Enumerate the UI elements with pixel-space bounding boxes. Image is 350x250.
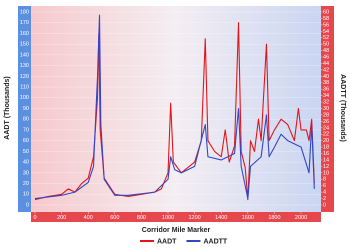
y-tick-label: 30 (23, 170, 29, 176)
y2-tick-label: 14 (323, 157, 329, 163)
y-tick-label: 110 (20, 85, 29, 91)
x-tick-label: 0 (33, 215, 36, 221)
y-tick-label: 150 (20, 42, 29, 48)
x-axis-title: Corridor Mile Marker (142, 227, 211, 234)
y2-tick-label: 0 (323, 202, 326, 208)
y2-tick-label: 36 (323, 87, 329, 93)
plot-area (31, 6, 321, 212)
y-tick-label: 80 (23, 117, 29, 123)
x-tick-label: 2000 (295, 215, 307, 221)
x-tick-label: 800 (137, 215, 146, 221)
y2-tick-label: 56 (323, 22, 329, 28)
legend-label: AADTT (203, 238, 227, 245)
y-tick-label: 120 (20, 74, 29, 80)
y-tick-label: 160 (20, 31, 29, 37)
y-tick-label: 90 (23, 106, 29, 112)
y2-tick-label: 50 (323, 42, 329, 48)
x-tick-label: 200 (57, 215, 66, 221)
y2-tick-label: 40 (323, 74, 329, 80)
x-tick-label: 400 (84, 215, 93, 221)
y2-tick-label: 20 (323, 138, 329, 144)
y2-tick-label: 10 (323, 170, 329, 176)
legend-label: AADT (157, 238, 177, 245)
y-tick-label: 0 (26, 202, 29, 208)
y2-tick-label: 24 (323, 125, 329, 131)
y-tick-label: 130 (20, 63, 29, 69)
y2-tick-label: 60 (323, 9, 329, 15)
y2-tick-label: 48 (323, 48, 329, 54)
y2-tick-label: 34 (323, 93, 329, 99)
x-tick-label: 600 (110, 215, 119, 221)
y-tick-label: 40 (23, 160, 29, 166)
data-line (34, 14, 315, 200)
y2-tick-label: 4 (323, 190, 326, 196)
y-tick-label: 170 (20, 20, 29, 26)
y2-tick-label: 16 (323, 151, 329, 157)
y2-tick-label: 32 (323, 100, 329, 106)
y2-tick-label: 18 (323, 145, 329, 151)
y2-axis-title: AADTT (Thousands) (339, 74, 346, 142)
x-tick-label: 1600 (242, 215, 254, 221)
y-tick-label: 10 (23, 192, 29, 198)
y2-tick-label: 30 (323, 106, 329, 112)
y-tick-label: 100 (20, 95, 29, 101)
y-tick-label: 180 (20, 9, 29, 15)
y2-tick-label: 58 (323, 16, 329, 22)
y-tick-label: 70 (23, 127, 29, 133)
y-tick-label: 20 (23, 181, 29, 187)
y2-tick-label: 12 (323, 164, 329, 170)
y2-tick-label: 54 (323, 29, 329, 35)
y2-tick-label: 26 (323, 119, 329, 125)
x-tick-label: 1000 (162, 215, 174, 221)
y-tick-label: 140 (20, 52, 29, 58)
y2-tick-label: 46 (323, 54, 329, 60)
y2-tick-label: 2 (323, 196, 326, 202)
x-axis-band (31, 212, 321, 222)
x-tick-label: 1400 (215, 215, 227, 221)
y2-tick-label: 38 (323, 80, 329, 86)
y2-tick-label: 8 (323, 177, 326, 183)
y-tick-label: 60 (23, 138, 29, 144)
x-tick-label: 1800 (268, 215, 280, 221)
y2-tick-label: 22 (323, 132, 329, 138)
y2-tick-label: 6 (323, 183, 326, 189)
left-axis-band (18, 6, 31, 212)
y-tick-label: 50 (23, 149, 29, 155)
x-tick-label: 1200 (188, 215, 200, 221)
right-axis-band (321, 6, 334, 212)
y2-tick-label: 42 (323, 67, 329, 73)
y2-tick-label: 44 (323, 61, 329, 67)
y2-tick-label: 28 (323, 112, 329, 118)
y-axis-title: AADT (Thousands) (4, 76, 11, 139)
y2-tick-label: 52 (323, 35, 329, 41)
